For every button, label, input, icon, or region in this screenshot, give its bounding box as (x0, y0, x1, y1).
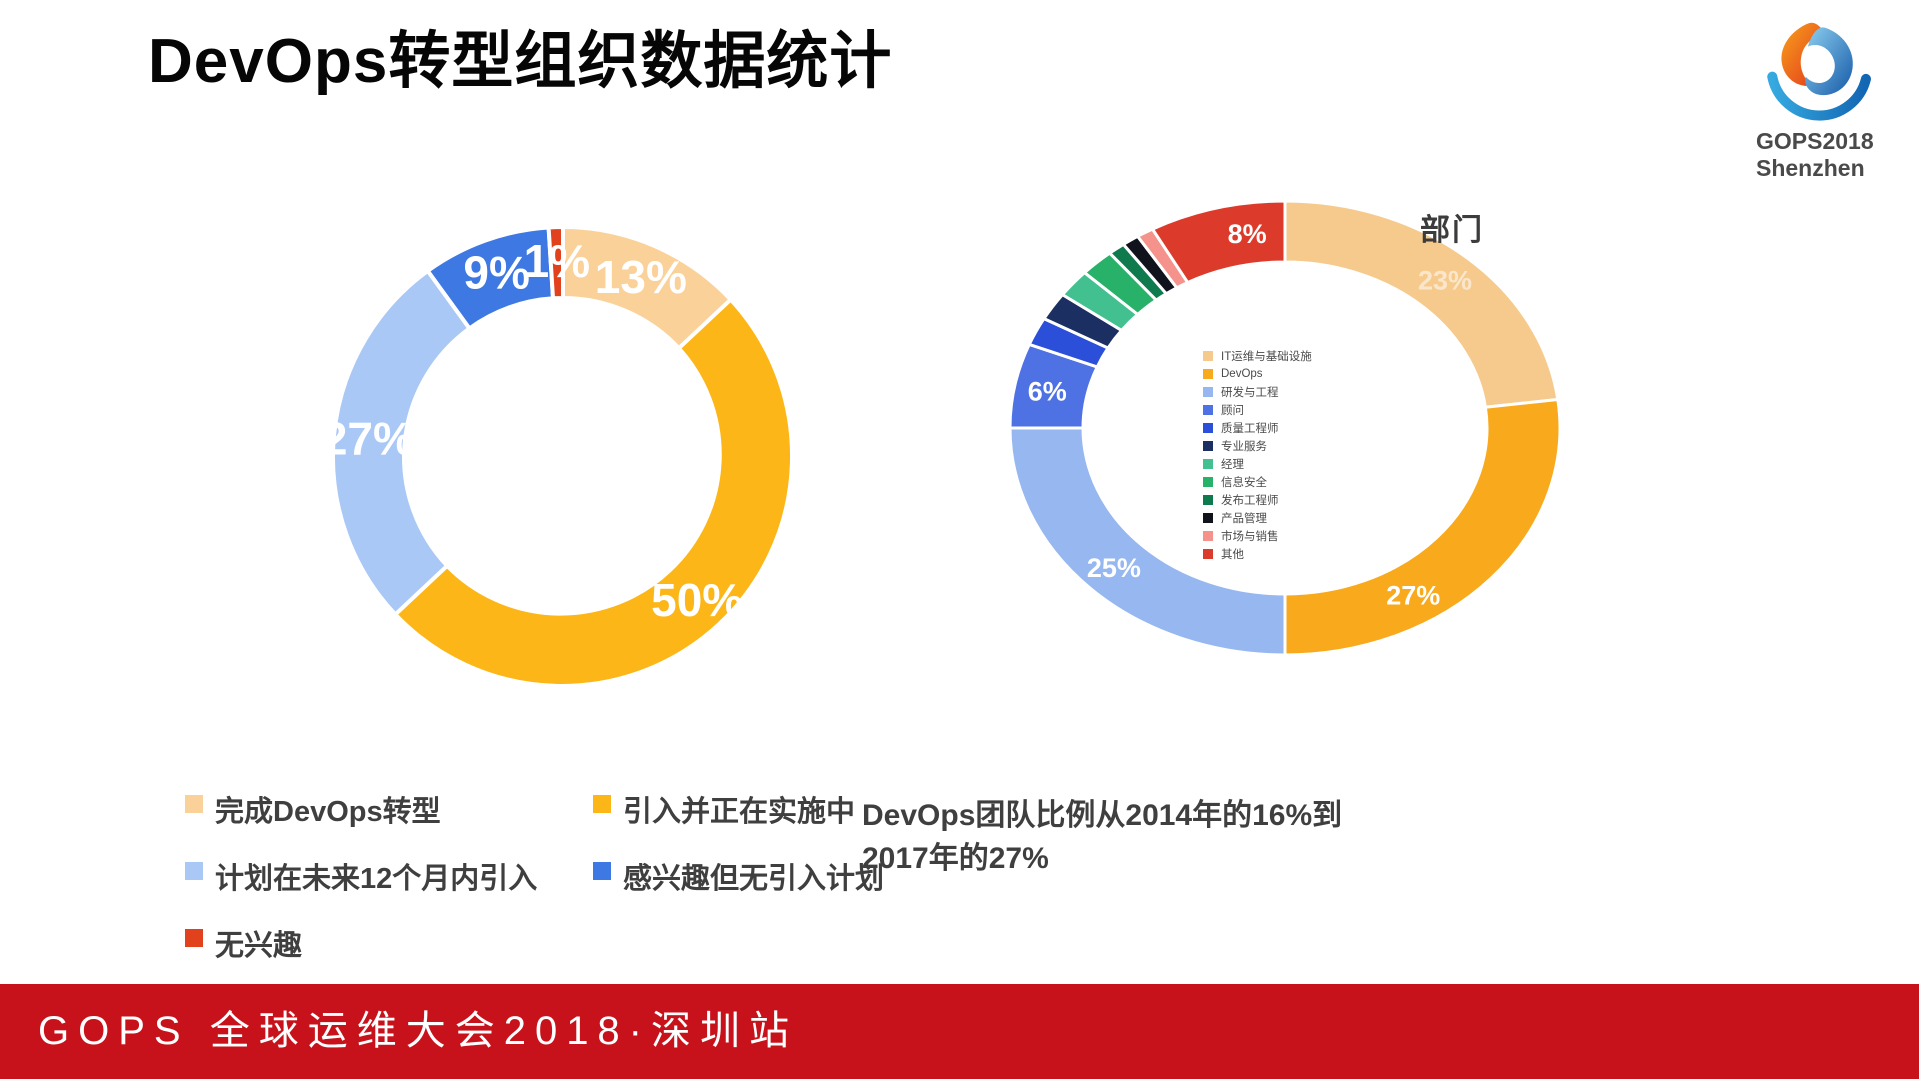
segment-value-label: 50% (651, 574, 743, 626)
legend-label: 研发与工程 (1221, 387, 1279, 399)
legend-item: 发布工程师 (1203, 494, 1312, 507)
segment-value-label: 27% (328, 413, 414, 465)
logo-swirl (1805, 27, 1853, 96)
legend-item: 完成DevOps转型 (185, 788, 593, 830)
legend-item: 产品管理 (1203, 512, 1312, 525)
legend-item: 信息安全 (1203, 476, 1312, 489)
segment-value-label: 27% (1386, 581, 1440, 611)
logo-brand-text: GOPS2018 (1756, 128, 1874, 154)
legend-label: 顾问 (1221, 405, 1244, 417)
legend-swatch (1203, 513, 1213, 523)
segment-value-label: 8% (1228, 219, 1267, 249)
legend-swatch (593, 862, 611, 880)
legend-label: IT运维与基础设施 (1221, 351, 1312, 363)
footer-text: GOPS 全球运维大会2018·深圳站 (38, 1009, 799, 1053)
footer-bar: GOPS 全球运维大会2018·深圳站 (0, 984, 1919, 1079)
legend-item: 研发与工程 (1203, 386, 1312, 399)
legend-swatch (1203, 549, 1213, 559)
segment-value-label: 9% (463, 247, 529, 299)
legend-swatch (1203, 423, 1213, 433)
logo-city-text: Shenzhen (1756, 155, 1865, 181)
legend-label: 经理 (1221, 459, 1244, 471)
legend-item: 计划在未来12个月内引入 (185, 855, 593, 897)
donut-segment-11 (1150, 199, 1287, 285)
legend-item: 专业服务 (1203, 440, 1312, 453)
legend-swatch (1203, 477, 1213, 487)
legend-swatch (1203, 531, 1213, 541)
segment-value-label: 13% (595, 251, 687, 303)
segment-value-label: 23% (1418, 266, 1472, 296)
legend-swatch (1203, 459, 1213, 469)
legend-item: 无兴趣 (185, 922, 593, 964)
legend-item: 顾问 (1203, 404, 1312, 417)
department-chart-legend: IT运维与基础设施 DevOps 研发与工程顾问质量工程师专业服务经理信息安全发布工… (1203, 350, 1312, 566)
legend-item: IT运维与基础设施 (1203, 350, 1312, 363)
gops-logo-icon (1767, 22, 1871, 121)
legend-swatch (185, 862, 203, 880)
legend-item: 感兴趣但无引入计划 (593, 855, 975, 897)
devops-adoption-legend: 完成DevOps转型 引入并正在实施中计划在未来12个月内引入 感兴趣但无引入计划无… (185, 788, 975, 964)
segment-value-label: 1% (524, 235, 590, 287)
legend-swatch (1203, 405, 1213, 415)
donut-segment-4 (546, 224, 565, 301)
legend-item: 引入并正在实施中 (593, 788, 975, 830)
legend-item: 质量工程师 (1203, 422, 1312, 435)
legend-swatch (185, 929, 203, 947)
donut-segment-1 (1283, 397, 1562, 657)
department-chart-title: 部门 (1420, 214, 1484, 247)
legend-swatch (185, 795, 203, 813)
segment-value-label: 25% (1087, 553, 1141, 583)
legend-label: 专业服务 (1221, 441, 1267, 453)
legend-item: 其他 (1203, 548, 1312, 561)
legend-swatch (1203, 495, 1213, 505)
legend-label: 无兴趣 (215, 930, 303, 962)
legend-label: DevOps (1221, 368, 1263, 380)
department-donut-chart: 23%27%25%6%2%2%2%2%1%1%1%8% (1008, 199, 1562, 657)
logo-flame (1781, 22, 1826, 86)
legend-label: 信息安全 (1221, 477, 1267, 489)
donut-segment-1 (392, 296, 794, 688)
legend-label: 感兴趣但无引入计划 (623, 863, 885, 895)
legend-item: 市场与销售 (1203, 530, 1312, 543)
donut-segment-2 (1008, 426, 1287, 657)
caption-line-2: 2017年的27% (862, 842, 1049, 875)
legend-label: 市场与销售 (1221, 531, 1279, 543)
devops-adoption-donut-chart: 13% 50% 27% 9%1% (328, 224, 794, 688)
legend-label: 质量工程师 (1221, 423, 1279, 435)
legend-item: DevOps (1203, 368, 1312, 380)
legend-swatch (1203, 387, 1213, 397)
legend-swatch (1203, 441, 1213, 451)
legend-swatch (1203, 351, 1213, 361)
legend-label: 引入并正在实施中 (623, 796, 856, 828)
legend-swatch (1203, 369, 1213, 379)
gops-logo: GOPS2018 Shenzhen (1756, 12, 1916, 182)
legend-label: 计划在未来12个月内引入 (215, 863, 538, 895)
legend-label: 产品管理 (1221, 513, 1267, 525)
legend-item: 经理 (1203, 458, 1312, 471)
legend-label: 发布工程师 (1221, 495, 1279, 507)
logo-crescent (1767, 71, 1871, 121)
caption-text: DevOps团队比例从2014年的16%到 2017年的27% (862, 794, 1342, 880)
page-title: DevOps转型组织数据统计 (148, 27, 893, 96)
legend-swatch (593, 795, 611, 813)
donut-segment-2 (331, 268, 473, 618)
legend-label: 其他 (1221, 549, 1244, 561)
caption-line-1: DevOps团队比例从2014年的16%到 (862, 799, 1343, 832)
legend-label: 完成DevOps转型 (215, 796, 441, 828)
segment-value-label: 6% (1028, 377, 1067, 407)
